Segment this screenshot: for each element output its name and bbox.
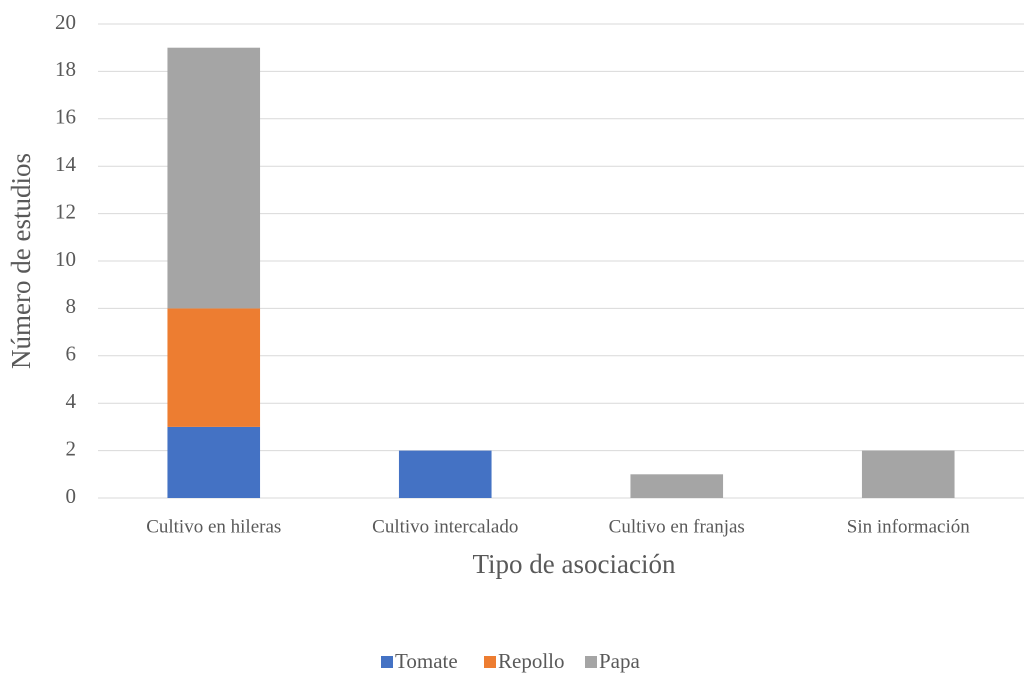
x-axis-title: Tipo de asociación <box>473 549 676 579</box>
legend-label: Repollo <box>498 649 565 673</box>
bar-segment <box>861 450 955 498</box>
y-tick-label: 8 <box>66 294 77 318</box>
y-tick-label: 10 <box>55 247 76 271</box>
x-tick-label: Cultivo intercalado <box>372 516 518 537</box>
y-tick-label: 4 <box>66 389 77 413</box>
bar-segment <box>630 474 724 498</box>
y-tick-label: 16 <box>55 105 76 129</box>
legend-swatch <box>585 656 597 668</box>
bar-segment <box>167 426 261 498</box>
legend-label: Papa <box>599 649 641 673</box>
y-axis-title: Número de estudios <box>6 153 36 369</box>
legend-label: Tomate <box>395 649 458 673</box>
legend-swatch <box>381 656 393 668</box>
bar-segment <box>167 308 261 427</box>
y-tick-label: 2 <box>66 436 77 460</box>
y-tick-label: 0 <box>66 484 77 508</box>
x-tick-label: Cultivo en franjas <box>609 516 745 537</box>
y-tick-label: 6 <box>66 342 77 366</box>
bar-segment <box>398 450 492 498</box>
x-tick-label: Cultivo en hileras <box>146 516 281 537</box>
y-tick-label: 12 <box>55 199 76 223</box>
y-tick-label: 14 <box>55 152 77 176</box>
legend-swatch <box>484 656 496 668</box>
x-tick-label: Sin información <box>847 516 970 537</box>
y-tick-label: 20 <box>55 10 76 34</box>
bar-segment <box>167 47 261 309</box>
y-tick-label: 18 <box>55 57 76 81</box>
